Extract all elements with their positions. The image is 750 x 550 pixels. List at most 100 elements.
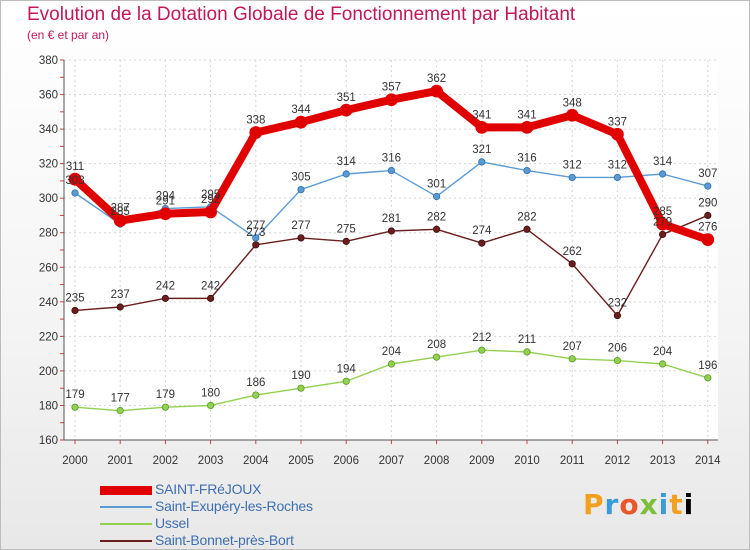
x-tick-label-2004: 2004: [243, 455, 269, 467]
data-label-saint-exupery-2000: 303: [65, 175, 84, 187]
data-label-ussel-2013: 204: [653, 346, 673, 358]
y-tick-label-220: 220: [39, 331, 58, 343]
data-point-saint-bonnet-2001: [116, 303, 124, 311]
data-point-saint-bonnet-2013: [658, 230, 667, 239]
data-label-saint-exupery-2009: 321: [472, 144, 491, 156]
legend-label-saint-exupery: Saint-Exupéry-les-Roches: [155, 498, 313, 514]
data-label-saint-frejoux-2002: 291: [156, 196, 175, 208]
data-point-saint-exupery-2006: [342, 170, 350, 178]
data-point-saint-frejoux-2010: [520, 120, 534, 134]
data-point-ussel-2009: [478, 346, 486, 354]
y-tick-label-160: 160: [39, 435, 58, 447]
data-point-saint-bonnet-2011: [568, 260, 576, 268]
legend-swatch-saint-frejoux: [100, 486, 152, 495]
data-label-saint-bonnet-2011: 262: [563, 246, 582, 258]
x-tick-label-2013: 2013: [650, 455, 676, 467]
data-point-saint-bonnet-2010: [523, 225, 531, 233]
data-label-saint-exupery-2008: 301: [427, 178, 446, 190]
data-point-saint-bonnet-2008: [432, 225, 441, 233]
y-tick-label-380: 380: [39, 55, 58, 67]
data-label-ussel-2008: 208: [427, 339, 446, 351]
data-label-saint-bonnet-2000: 235: [65, 292, 84, 304]
legend-label-ussel: Ussel: [155, 515, 190, 531]
data-label-saint-bonnet-2001: 237: [111, 289, 130, 301]
data-label-saint-bonnet-2004: 273: [246, 227, 265, 239]
data-label-saint-bonnet-2009: 274: [472, 225, 492, 237]
data-label-saint-frejoux-2005: 344: [291, 104, 311, 116]
data-point-saint-bonnet-2012: [613, 312, 622, 320]
x-tick-label-2001: 2001: [107, 455, 133, 467]
data-point-saint-frejoux-2003: [204, 205, 218, 219]
legend-swatch-ussel: [100, 523, 152, 525]
data-point-saint-frejoux-2005: [294, 115, 308, 129]
x-tick-label-2005: 2005: [288, 455, 314, 467]
data-point-saint-bonnet-2002: [161, 294, 169, 302]
y-tick-label-360: 360: [39, 90, 58, 102]
data-label-ussel-2009: 212: [472, 332, 491, 344]
data-point-saint-frejoux-2009: [475, 120, 489, 134]
data-label-saint-exupery-2003: 295: [201, 189, 220, 201]
x-tick-label-2014: 2014: [695, 455, 721, 467]
data-label-ussel-2006: 194: [337, 363, 357, 375]
data-label-saint-bonnet-2006: 275: [337, 223, 356, 235]
x-tick-label-2006: 2006: [333, 455, 359, 467]
data-label-ussel-2007: 204: [382, 346, 402, 358]
data-point-saint-exupery-2011: [568, 173, 576, 182]
data-point-saint-bonnet-2000: [71, 306, 79, 315]
data-label-saint-exupery-2013: 314: [653, 156, 673, 168]
data-point-saint-frejoux-2001: [113, 214, 127, 228]
x-tick-label-2007: 2007: [379, 455, 405, 467]
data-point-ussel-2012: [613, 356, 622, 365]
y-tick-label-300: 300: [39, 193, 58, 205]
data-point-saint-exupery-2008: [432, 192, 441, 201]
data-point-saint-bonnet-2004: [252, 241, 260, 249]
data-label-saint-exupery-2010: 316: [517, 153, 536, 165]
data-point-saint-bonnet-2005: [297, 234, 305, 242]
legend-label-saint-bonnet: Saint-Bonnet-près-Bort: [155, 532, 294, 548]
data-label-saint-frejoux-2007: 357: [382, 82, 401, 94]
data-point-ussel-2005: [297, 384, 305, 392]
x-tick-label-2009: 2009: [469, 455, 495, 467]
data-point-saint-frejoux-2000: [68, 172, 82, 186]
data-point-saint-frejoux-2006: [339, 103, 353, 117]
data-label-ussel-2005: 190: [291, 370, 310, 382]
data-label-saint-frejoux-2001: 287: [111, 203, 130, 215]
data-point-ussel-2006: [342, 377, 350, 385]
x-tick-label-2002: 2002: [153, 455, 179, 467]
data-point-saint-exupery-2010: [523, 166, 531, 175]
data-point-saint-exupery-2007: [387, 166, 395, 175]
x-tick-label-2012: 2012: [605, 455, 631, 467]
y-tick-label-240: 240: [39, 297, 58, 309]
legend-label-saint-frejoux: SAINT-FRéJOUX: [155, 481, 262, 497]
data-point-saint-exupery-2005: [297, 185, 305, 194]
data-point-saint-frejoux-2004: [249, 126, 263, 139]
legend-swatch-saint-bonnet: [100, 540, 152, 542]
data-point-saint-frejoux-2007: [384, 93, 398, 107]
data-label-saint-bonnet-2007: 281: [382, 213, 401, 225]
data-label-saint-bonnet-2014: 290: [698, 197, 717, 209]
data-label-saint-frejoux-2006: 351: [337, 92, 356, 104]
data-label-saint-exupery-2011: 312: [563, 159, 582, 171]
data-point-saint-exupery-2013: [658, 170, 667, 178]
data-label-ussel-2000: 179: [65, 389, 84, 401]
data-label-ussel-2004: 186: [246, 377, 265, 389]
y-tick-label-200: 200: [39, 366, 58, 378]
data-point-saint-bonnet-2003: [207, 294, 215, 302]
data-point-ussel-2014: [704, 374, 712, 382]
data-point-saint-bonnet-2009: [478, 239, 486, 247]
data-point-ussel-2008: [432, 353, 441, 361]
data-label-ussel-2010: 211: [518, 334, 536, 346]
data-label-saint-exupery-2012: 312: [608, 159, 627, 171]
data-point-saint-frejoux-2013: [656, 217, 669, 231]
data-point-saint-frejoux-2012: [611, 127, 624, 141]
chart-subtitle: (en € et par an): [27, 28, 110, 42]
data-point-saint-exupery-2012: [613, 173, 622, 182]
data-point-ussel-2007: [387, 360, 395, 368]
data-label-saint-frejoux-2012: 337: [608, 116, 627, 128]
data-label-ussel-2001: 177: [111, 393, 130, 405]
data-label-saint-frejoux-2011: 348: [563, 97, 582, 109]
x-tick-label-2010: 2010: [514, 455, 540, 467]
data-label-saint-bonnet-2012: 232: [608, 298, 627, 310]
data-label-saint-exupery-2005: 305: [291, 172, 310, 184]
data-label-saint-frejoux-2013: 285: [653, 206, 672, 218]
